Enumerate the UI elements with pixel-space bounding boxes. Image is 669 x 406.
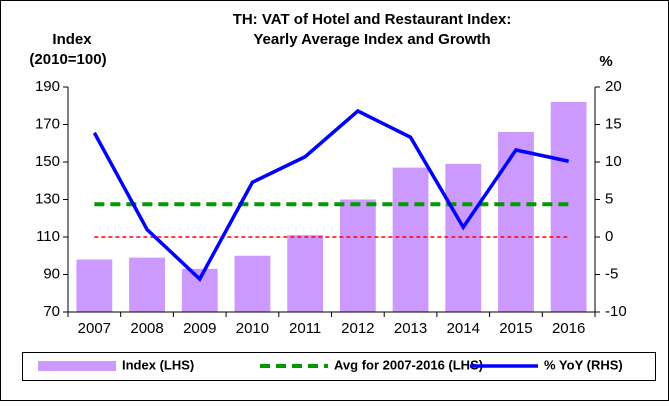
x-tick-label: 2014 [447, 320, 480, 337]
bar [498, 132, 534, 312]
y2-tick-label: -5 [605, 265, 618, 282]
x-tick-label: 2013 [394, 320, 427, 337]
y-tick-label: 190 [35, 78, 60, 95]
x-tick-label: 2011 [289, 320, 321, 337]
y-axis-title: Index [52, 31, 92, 48]
bar [550, 102, 587, 312]
y2-tick-label: -10 [605, 303, 627, 320]
bar [287, 235, 324, 312]
legend-box [22, 352, 656, 381]
y-tick-label: 170 [35, 115, 60, 132]
y-tick-label: 150 [35, 153, 60, 170]
legend-label: Avg for 2007-2016 (LHS) [334, 357, 483, 372]
bar [392, 167, 429, 312]
y2-tick-label: 0 [605, 228, 613, 245]
y2-tick-label: 10 [605, 153, 622, 170]
y-tick-label: 70 [43, 303, 60, 320]
legend-swatch [38, 361, 116, 371]
bar [129, 257, 165, 312]
legend-label: % YoY (RHS) [544, 357, 623, 372]
bar [234, 255, 271, 312]
x-tick-label: 2009 [183, 320, 216, 337]
legend-label: Index (LHS) [122, 357, 194, 372]
yoy-line [92, 108, 570, 282]
y-tick-label: 110 [36, 228, 60, 245]
y2-tick-label: 20 [605, 78, 622, 95]
y2-tick-label: 5 [605, 190, 613, 207]
bar [76, 259, 113, 312]
bar [445, 163, 482, 312]
x-tick-label: 2016 [552, 320, 585, 337]
y2-axis-title: % [599, 53, 612, 70]
y-tick-label: 90 [43, 265, 60, 282]
y-axis-title: (2010=100) [29, 51, 106, 68]
chart-title: TH: VAT of Hotel and Restaurant Index: [233, 11, 512, 28]
chart-title: Yearly Average Index and Growth [253, 31, 490, 48]
y2-tick-label: 15 [605, 115, 622, 132]
x-tick-label: 2015 [499, 320, 532, 337]
y-tick-label: 130 [35, 190, 60, 207]
x-tick-label: 2008 [130, 320, 163, 337]
x-tick-label: 2012 [341, 320, 374, 337]
x-tick-label: 2010 [236, 320, 269, 337]
bar [339, 199, 376, 312]
x-tick-label: 2007 [78, 320, 111, 337]
